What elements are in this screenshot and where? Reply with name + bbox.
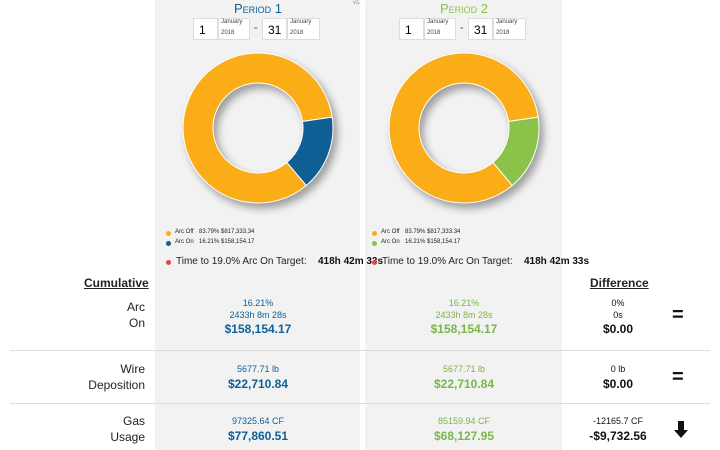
legend-name: Arc Off (381, 229, 400, 235)
month-input[interactable] (287, 18, 320, 40)
day-input[interactable]: 1 (399, 18, 424, 40)
separator (10, 350, 710, 351)
month-label: January (221, 19, 243, 25)
legend-amount: $158,154.17 (221, 239, 255, 245)
target-text: Time to 19.0% Arc On Target: (176, 256, 307, 267)
row-value: $22,710.84 (433, 377, 495, 391)
legend-percent: 16.21% (199, 239, 220, 245)
row-value: 0s (613, 310, 623, 320)
row-label: Gas (122, 414, 145, 428)
row-value: $68,127.95 (433, 429, 495, 443)
cumulative-header: Cumulative (84, 276, 149, 290)
row-value: 97325.64 CF (231, 416, 285, 426)
month-input[interactable] (493, 18, 526, 40)
row-value: 2433h 8m 28s (229, 310, 287, 320)
vs-label: vs. (353, 0, 361, 6)
row-value: 5677.71 lb (236, 364, 280, 374)
donut-chart (182, 52, 334, 204)
month-label: January (290, 19, 312, 25)
target-time: 418h 42m 33s (524, 256, 590, 267)
row-value: 16.21% (448, 298, 480, 308)
legend-percent: 83.79% (199, 229, 220, 235)
separator (10, 403, 710, 404)
legend-percent: 16.21% (405, 239, 426, 245)
legend-dot (166, 241, 171, 246)
legend-dot (372, 241, 377, 246)
row-value: $158,154.17 (430, 322, 498, 336)
row-value: $22,710.84 (227, 377, 289, 391)
year-label: 2018 (427, 30, 441, 36)
legend-amount: $817,333.34 (427, 229, 461, 235)
row-value: 16.21% (242, 298, 274, 308)
indicator: = (672, 366, 684, 388)
legend-name: Arc Off (175, 229, 194, 235)
month-input[interactable] (218, 18, 250, 40)
year-label: 2018 (496, 30, 510, 36)
row-label: On (128, 316, 145, 330)
date-dash: - (460, 22, 464, 34)
target-dot (166, 260, 171, 265)
legend-percent: 83.79% (405, 229, 426, 235)
row-value: 5677.71 lb (442, 364, 486, 374)
row-label: Deposition (88, 378, 145, 392)
donut-slice (492, 116, 540, 187)
year-label: 2018 (290, 30, 304, 36)
legend-amount: $158,154.17 (427, 239, 461, 245)
row-value: -12165.7 CF (592, 416, 644, 426)
row-value: -$9,732.56 (589, 429, 647, 443)
row-value: 85159.94 CF (437, 416, 491, 426)
target-dot (372, 260, 377, 265)
indicator: = (672, 304, 684, 326)
month-label: January (427, 19, 449, 25)
donut-slice (388, 52, 539, 204)
legend-amount: $817,333.34 (221, 229, 255, 235)
period-title: Period 1 (233, 1, 282, 16)
down-arrow-icon (674, 421, 688, 438)
day-input[interactable]: 31 (468, 18, 493, 40)
row-value: $0.00 (602, 322, 634, 336)
donut-slice (182, 52, 333, 204)
date-dash: - (254, 22, 258, 34)
row-value: $158,154.17 (224, 322, 292, 336)
target-time: 418h 42m 33s (318, 256, 384, 267)
row-label: Usage (110, 430, 145, 444)
row-value: $0.00 (602, 377, 634, 391)
row-label: Wire (120, 362, 145, 376)
day-input[interactable]: 1 (193, 18, 218, 40)
target-text: Time to 19.0% Arc On Target: (382, 256, 513, 267)
month-label: January (496, 19, 518, 25)
legend-dot (166, 231, 171, 236)
month-input[interactable] (424, 18, 456, 40)
row-value: 2433h 8m 28s (435, 310, 493, 320)
donut-chart (388, 52, 540, 204)
row-value: $77,860.51 (227, 429, 289, 443)
row-label: Arc (127, 300, 145, 314)
legend-dot (372, 231, 377, 236)
legend-name: Arc On (381, 239, 400, 245)
day-input[interactable]: 31 (262, 18, 287, 40)
year-label: 2018 (221, 30, 235, 36)
row-value: 0% (611, 298, 625, 308)
difference-header: Difference (590, 276, 649, 290)
donut-slice (286, 116, 334, 187)
period-title: Period 2 (439, 1, 488, 16)
row-value: 0 lb (610, 364, 626, 374)
legend-name: Arc On (175, 239, 194, 245)
